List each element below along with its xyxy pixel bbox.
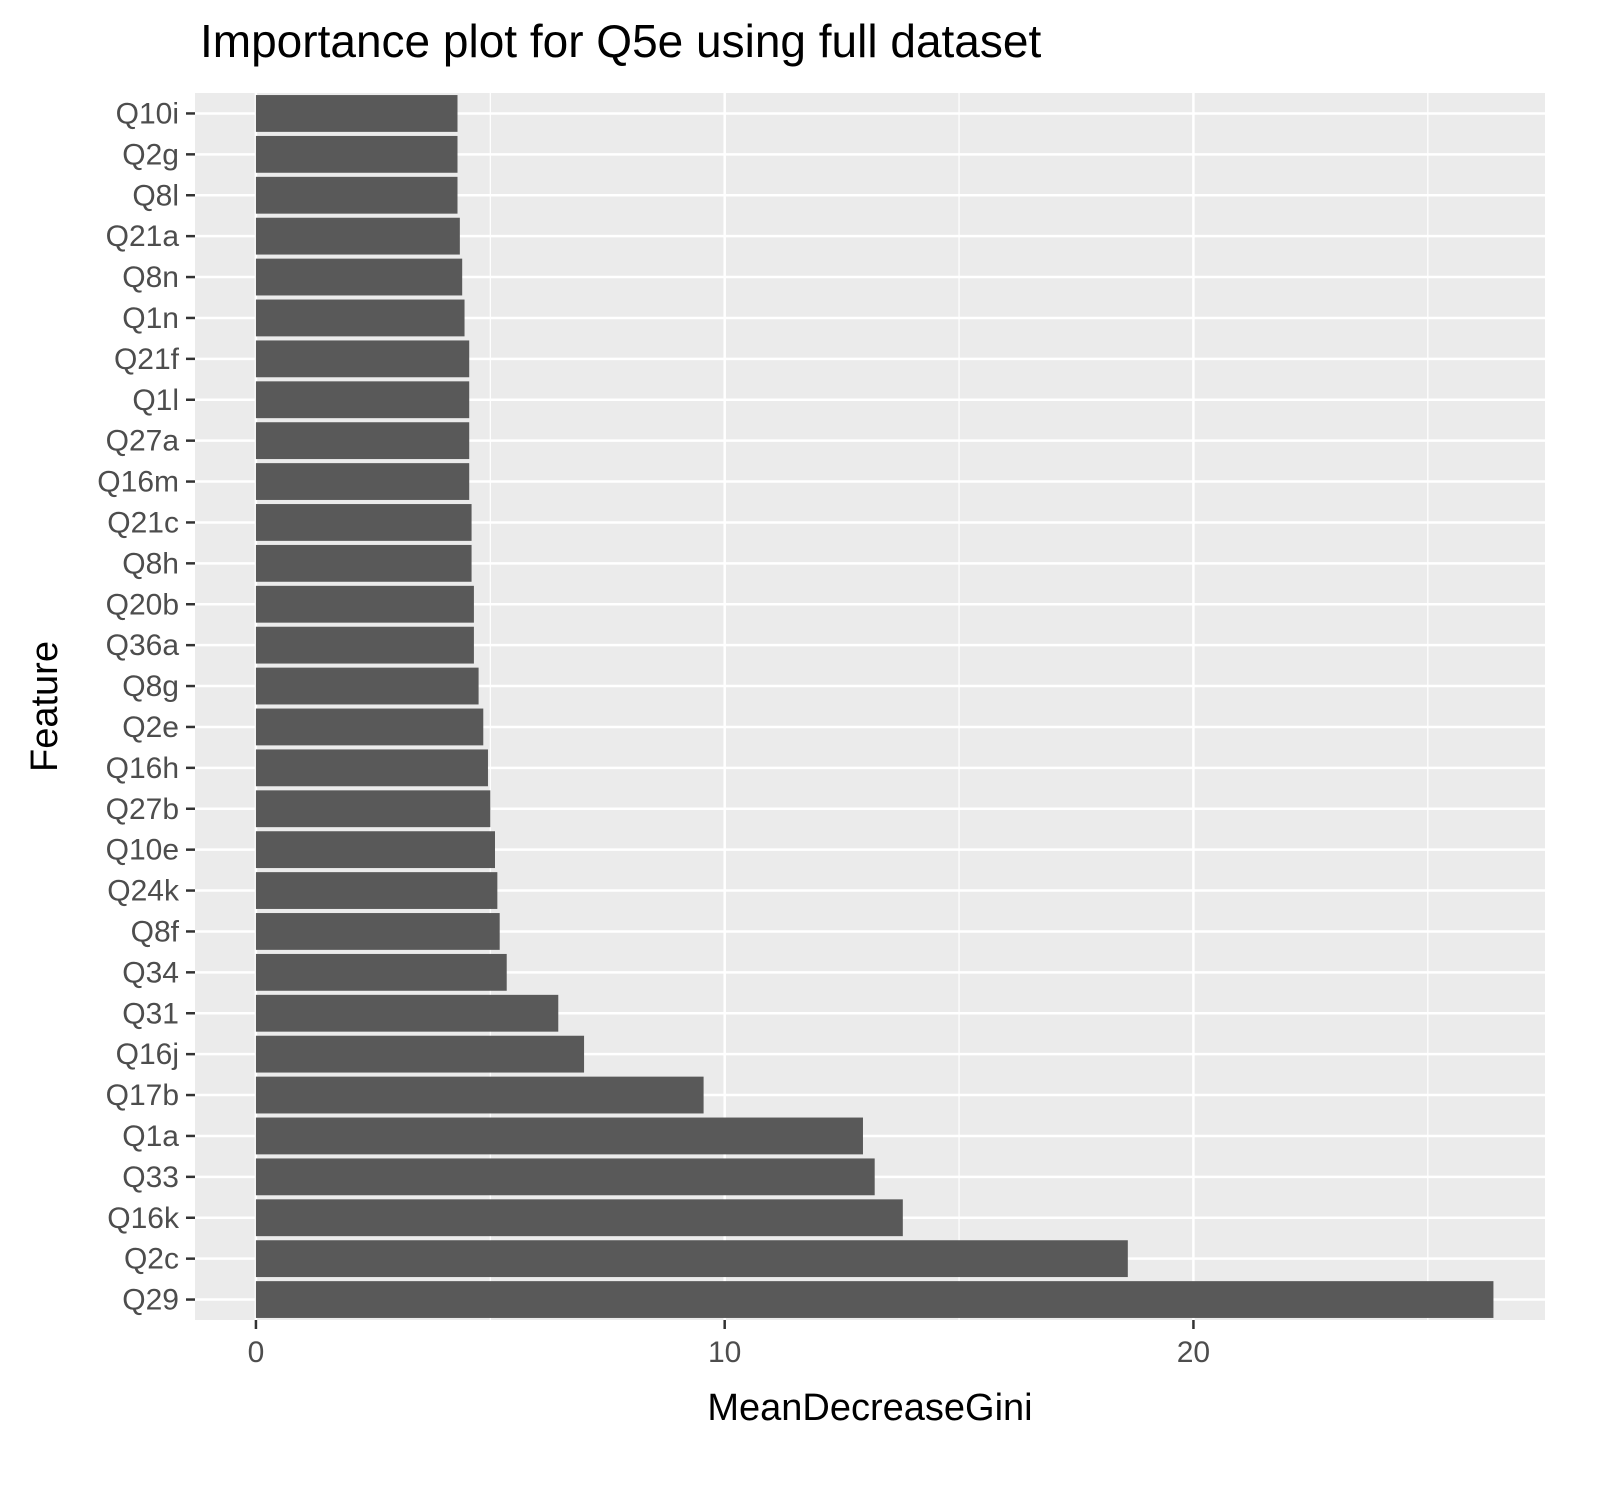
y-tick-label: Q33 — [122, 1161, 179, 1194]
y-tick-label: Q16j — [116, 1038, 179, 1071]
y-axis-title: Feature — [24, 641, 66, 772]
bar — [255, 667, 479, 705]
y-tick-label: Q36a — [106, 629, 180, 662]
y-axis: Q10i Q2g Q8l Q21a Q8n Q1n Q21f Q1l Q27a Q16m Q21c Q… — [97, 97, 195, 1317]
bar — [255, 872, 498, 909]
grid-minor — [489, 93, 1429, 1320]
y-tick-label: Q10i — [116, 97, 179, 130]
bar — [255, 953, 507, 991]
bars — [255, 95, 1494, 1318]
grid-major — [195, 93, 1545, 1320]
bar — [255, 258, 463, 296]
bar — [255, 831, 495, 869]
y-tick-label: Q34 — [122, 956, 179, 989]
bar — [255, 708, 484, 746]
bar — [255, 544, 472, 582]
y-tick-label: Q16k — [107, 1202, 180, 1235]
y-tick-label: Q29 — [122, 1284, 179, 1317]
bar — [255, 1158, 875, 1196]
y-tick-label: Q20b — [106, 588, 179, 621]
y-tick-label: Q8f — [131, 915, 180, 948]
y-tick-label: Q1l — [132, 384, 179, 417]
y-tick-label: Q27b — [106, 793, 179, 826]
bar — [255, 1035, 585, 1073]
chart-title: Importance plot for Q5e using full datas… — [200, 15, 1042, 67]
y-tick-label: Q17b — [106, 1079, 179, 1112]
y-tick-label: Q1n — [122, 302, 179, 335]
y-tick-label: Q8n — [122, 261, 179, 294]
bar — [255, 217, 460, 255]
bar — [255, 1199, 903, 1237]
y-tick-label: Q24k — [107, 875, 180, 908]
y-tick-label: Q2c — [124, 1243, 179, 1276]
bar — [255, 95, 458, 132]
y-tick-label: Q1a — [122, 1120, 179, 1153]
y-tick-label: Q31 — [122, 997, 179, 1030]
y-tick-label: Q8g — [122, 670, 179, 703]
y-tick-label: Q21f — [114, 343, 180, 376]
bar — [255, 340, 470, 378]
x-axis: 0 10 20 — [248, 1320, 1210, 1369]
bar — [255, 585, 474, 623]
y-tick-label: Q27a — [106, 425, 180, 458]
plot-panel — [195, 93, 1545, 1320]
bar — [255, 299, 465, 337]
bar — [255, 913, 500, 950]
bar — [255, 463, 470, 500]
y-tick-label: Q21a — [106, 220, 180, 253]
y-tick-label: Q16m — [97, 466, 179, 499]
bar — [255, 504, 472, 541]
bar — [255, 135, 458, 173]
bar — [255, 422, 470, 460]
x-tick-label: 20 — [1177, 1336, 1210, 1369]
x-tick-label: 10 — [708, 1336, 741, 1369]
y-tick-label: Q2g — [122, 138, 179, 171]
y-tick-label: Q21c — [107, 506, 179, 539]
y-tick-label: Q10e — [106, 834, 179, 867]
bar — [255, 1240, 1128, 1278]
bar — [255, 1281, 1494, 1318]
y-tick-label: Q16h — [106, 752, 179, 785]
bar — [255, 994, 559, 1032]
bar — [255, 176, 458, 214]
bar — [255, 790, 491, 828]
bar — [255, 626, 474, 664]
y-tick-label: Q8l — [132, 179, 179, 212]
x-axis-title: MeanDecreaseGini — [707, 1387, 1032, 1429]
y-tick-label: Q8h — [122, 547, 179, 580]
bar — [255, 381, 470, 419]
bar — [255, 749, 488, 787]
x-tick-label: 0 — [248, 1336, 265, 1369]
y-tick-label: Q2e — [122, 711, 179, 744]
bar — [255, 1117, 863, 1155]
bar — [255, 1076, 704, 1114]
